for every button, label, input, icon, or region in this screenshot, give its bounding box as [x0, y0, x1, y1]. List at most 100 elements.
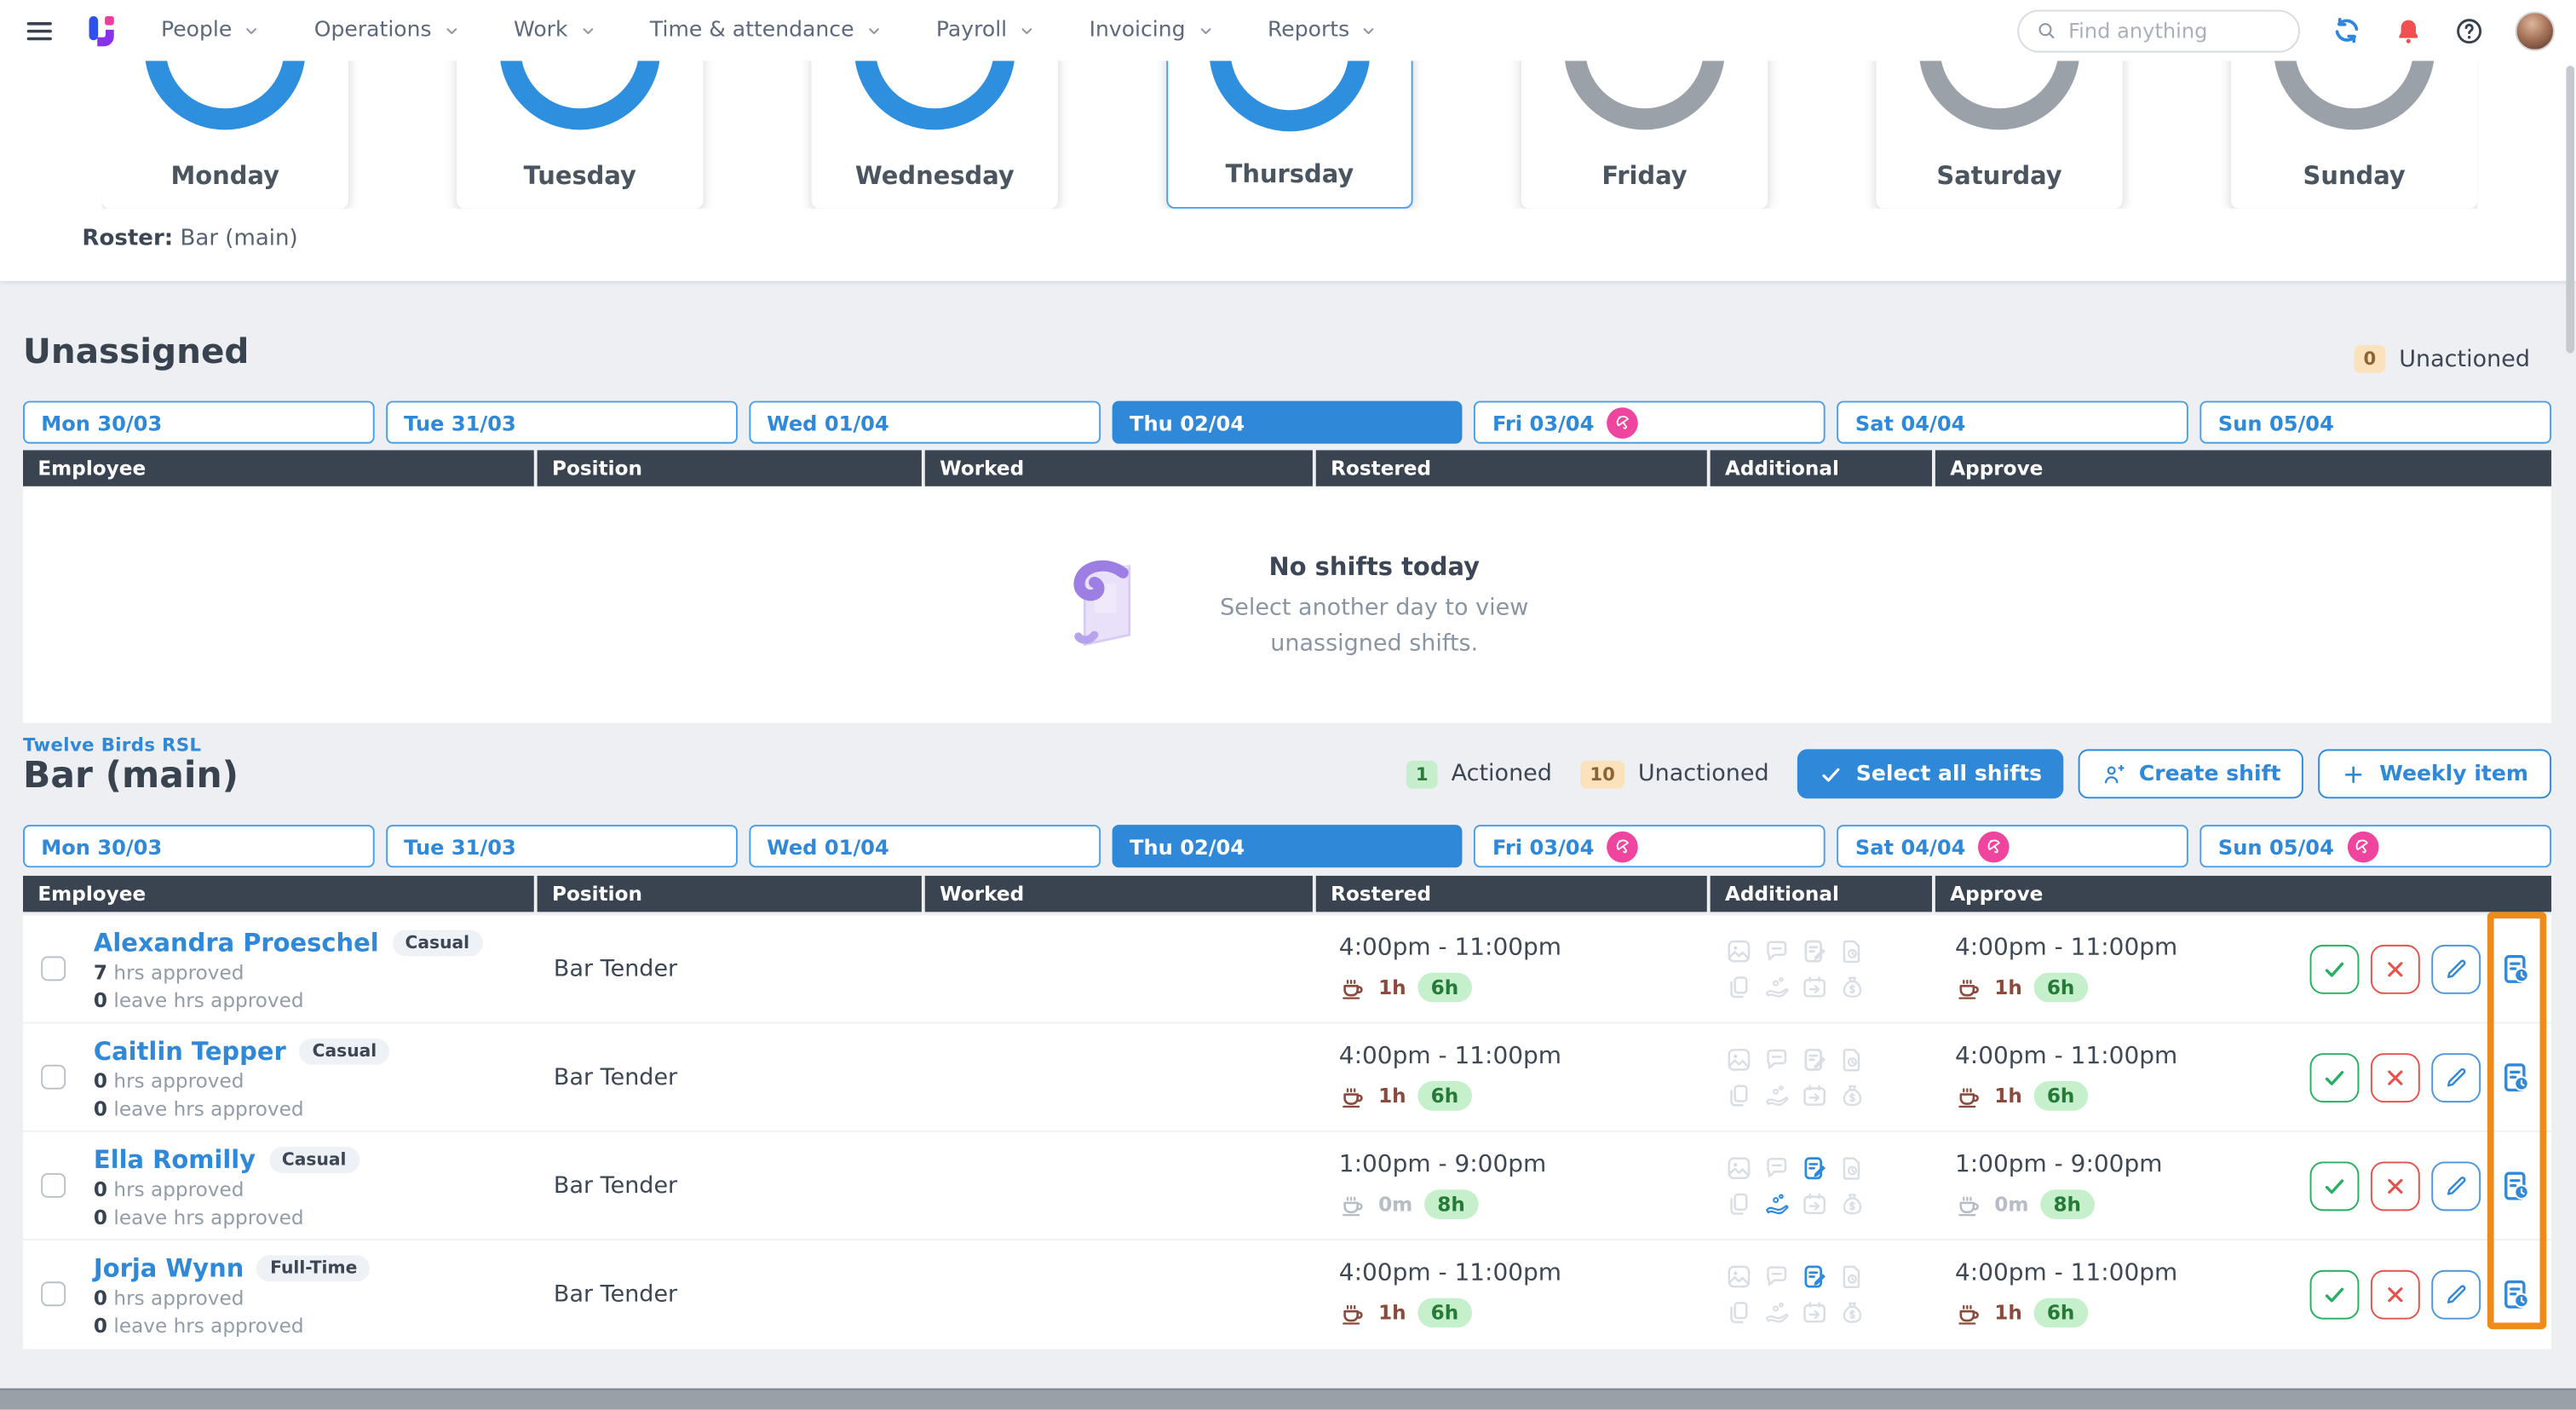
- row-checkbox[interactable]: [41, 1281, 66, 1307]
- row-checkbox[interactable]: [41, 1064, 66, 1090]
- employee-cell: Caitlin Tepper Casual 0 hrs approved 0 le…: [94, 1037, 390, 1122]
- employee-name-link[interactable]: Alexandra Proeschel Casual: [94, 929, 483, 958]
- roster-table-body: Alexandra Proeschel Casual 7 hrs approved…: [22, 915, 2552, 1350]
- tab-fri-03-04[interactable]: Fri 03/04: [1474, 825, 1826, 868]
- header-actions: [2017, 9, 2555, 52]
- employee-name-link[interactable]: Jorja Wynn Full-Time: [94, 1253, 371, 1283]
- allowance-icon-active[interactable]: [1762, 1189, 1791, 1217]
- day-card-sunday[interactable]: Sunday: [2230, 60, 2478, 209]
- edit-shift-button[interactable]: [2431, 1269, 2481, 1320]
- tab-sat-04-04[interactable]: Sat 04/04: [1837, 825, 2189, 868]
- approve-shift-button[interactable]: [2309, 1160, 2360, 1211]
- day-card-tuesday[interactable]: Tuesday: [457, 60, 704, 209]
- employee-name-link[interactable]: Ella Romilly Casual: [94, 1145, 359, 1175]
- shift-note-icon-active[interactable]: [1801, 1154, 1829, 1182]
- edit-shift-button[interactable]: [2431, 1052, 2481, 1102]
- search-input[interactable]: [2068, 18, 2282, 43]
- select-all-shifts-button[interactable]: Select all shifts: [1797, 749, 2064, 799]
- day-card-friday[interactable]: Friday: [1521, 60, 1768, 209]
- window-bottom-edge: [0, 1388, 2576, 1410]
- reject-shift-button[interactable]: [2370, 1160, 2420, 1211]
- nav-reports[interactable]: Reports: [1268, 18, 1377, 43]
- tab-fri-03-04[interactable]: Fri 03/04: [1474, 400, 1826, 444]
- shift-photo-icon: [1725, 1045, 1753, 1073]
- tab-label: Sun 05/04: [2217, 833, 2334, 859]
- row-actions: [2309, 1269, 2481, 1320]
- view-timesheet-button[interactable]: [2498, 1060, 2533, 1094]
- day-card-wednesday[interactable]: Wednesday: [811, 60, 1058, 209]
- edit-shift-button[interactable]: [2431, 943, 2481, 993]
- col-employee: Employee: [22, 450, 534, 486]
- tab-thu-02-04-selected[interactable]: Thu 02/04: [1111, 825, 1463, 868]
- roster-value: Bar (main): [180, 225, 298, 252]
- shift-hours-badge: 8h: [1423, 1189, 1479, 1220]
- weekly-item-button[interactable]: Weekly item: [2318, 749, 2552, 799]
- tab-label: Wed 01/04: [767, 410, 889, 435]
- tab-mon-30-03[interactable]: Mon 30/03: [22, 825, 375, 868]
- nav-payroll[interactable]: Payroll: [936, 18, 1035, 43]
- nav-operations[interactable]: Operations: [314, 18, 460, 43]
- nav-work[interactable]: Work: [514, 18, 595, 43]
- chevron-down-icon: [244, 22, 260, 38]
- nav-work-label: Work: [514, 18, 568, 43]
- day-card-monday[interactable]: Monday: [101, 60, 348, 209]
- sync-icon[interactable]: [2332, 14, 2363, 46]
- nav-invoicing[interactable]: Invoicing: [1090, 18, 1214, 43]
- reject-shift-button[interactable]: [2370, 943, 2420, 993]
- day-card-thursday-selected[interactable]: Thursday: [1166, 60, 1413, 209]
- employment-type-badge: Casual: [268, 1147, 359, 1173]
- approve-shift-button[interactable]: [2309, 1269, 2360, 1320]
- approve-time: 4:00pm - 11:00pm: [1954, 1260, 2178, 1287]
- tab-thu-02-04-selected[interactable]: Thu 02/04: [1111, 400, 1463, 444]
- user-avatar[interactable]: [2515, 10, 2555, 50]
- help-icon[interactable]: [2454, 15, 2484, 45]
- day-label: Sunday: [2303, 160, 2406, 191]
- shift-hours-badge: 6h: [1417, 972, 1472, 1004]
- global-search: [2017, 9, 2300, 52]
- day-label: Wednesday: [854, 160, 1015, 191]
- timesheet-file-icon: [1838, 1045, 1866, 1073]
- unassigned-empty-body: No shifts today Select another day to vi…: [22, 486, 2552, 723]
- select-all-shifts-label: Select all shifts: [1855, 761, 2043, 786]
- scrollbar-thumb[interactable]: [2566, 66, 2575, 354]
- tab-tue-31-03[interactable]: Tue 31/03: [385, 400, 738, 444]
- nav-payroll-label: Payroll: [935, 18, 1008, 43]
- tab-wed-01-04[interactable]: Wed 01/04: [748, 400, 1101, 444]
- nav-people[interactable]: People: [161, 18, 260, 43]
- col-approve: Approve: [1935, 450, 2552, 486]
- hamburger-menu-icon[interactable]: [23, 14, 56, 47]
- day-card-saturday[interactable]: Saturday: [1876, 60, 2123, 209]
- notifications-bell-icon[interactable]: [2394, 15, 2424, 45]
- reject-shift-button[interactable]: [2370, 1269, 2420, 1320]
- col-position: Position: [537, 450, 922, 486]
- x-icon: [2382, 1064, 2408, 1091]
- view-timesheet-button[interactable]: [2498, 952, 2533, 987]
- tab-label: Thu 02/04: [1130, 833, 1245, 859]
- weekly-item-label: Weekly item: [2379, 761, 2529, 786]
- check-icon: [2321, 955, 2348, 981]
- app-logo[interactable]: [83, 12, 119, 48]
- reject-shift-button[interactable]: [2370, 1052, 2420, 1102]
- approve-shift-button[interactable]: [2309, 1052, 2360, 1102]
- approve-shift-button[interactable]: [2309, 943, 2360, 993]
- tab-tue-31-03[interactable]: Tue 31/03: [385, 825, 738, 868]
- view-timesheet-button[interactable]: [2498, 1168, 2533, 1203]
- tab-sun-05-04[interactable]: Sun 05/04: [2199, 400, 2552, 444]
- roster-name-line: Roster: Bar (main): [82, 225, 297, 251]
- tab-wed-01-04[interactable]: Wed 01/04: [748, 825, 1101, 868]
- actioned-count-label: Actioned: [1451, 760, 1552, 787]
- rostered-cell: 4:00pm - 11:00pm 1h 6h: [1339, 935, 1561, 1004]
- approve-time: 4:00pm - 11:00pm: [1954, 1043, 2178, 1070]
- edit-shift-button[interactable]: [2431, 1160, 2481, 1211]
- tab-sun-05-04[interactable]: Sun 05/04: [2199, 825, 2552, 868]
- employee-name-link[interactable]: Caitlin Tepper Casual: [94, 1037, 390, 1067]
- tab-mon-30-03[interactable]: Mon 30/03: [22, 400, 375, 444]
- view-timesheet-button[interactable]: [2498, 1277, 2533, 1312]
- create-shift-button[interactable]: Create shift: [2078, 749, 2304, 799]
- unactioned-count-badge: 0: [2353, 344, 2386, 373]
- shift-note-icon-active[interactable]: [1801, 1263, 1829, 1291]
- row-checkbox[interactable]: [41, 956, 66, 981]
- nav-time-attendance[interactable]: Time & attendance: [650, 18, 882, 43]
- tab-sat-04-04[interactable]: Sat 04/04: [1837, 400, 2189, 444]
- row-checkbox[interactable]: [41, 1172, 66, 1198]
